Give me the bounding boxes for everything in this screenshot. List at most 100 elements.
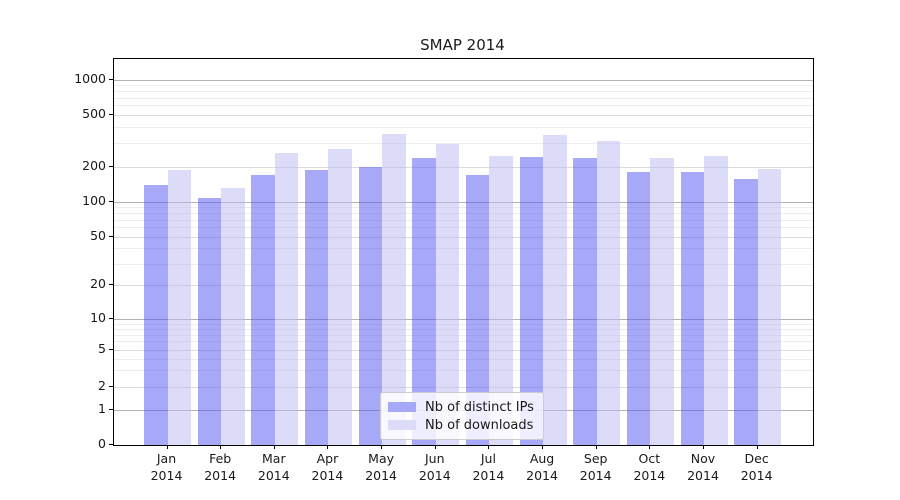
bar-distinct-ips: [734, 179, 758, 445]
gridline-minor: [114, 248, 813, 250]
bar-distinct-ips: [680, 172, 704, 445]
gridline-minor: [114, 91, 813, 93]
y-tick-mark: [109, 408, 113, 410]
x-tick-mark: [327, 445, 329, 449]
legend: Nb of distinct IPs Nb of downloads: [380, 392, 544, 440]
gridline-minor: [114, 127, 813, 129]
bar-downloads: [274, 153, 299, 445]
gridline-major: [114, 80, 813, 81]
x-tick-label: Dec 2014: [740, 451, 773, 483]
gridline-minor: [114, 358, 813, 360]
gridline-minor: [114, 370, 813, 372]
gridline-minor: [114, 219, 813, 221]
bar-downloads: [704, 156, 728, 445]
y-tick-mark: [109, 113, 113, 115]
bar-distinct-ips: [573, 157, 597, 445]
gridline-minor: [114, 212, 813, 214]
x-tick-label: Oct 2014: [633, 451, 666, 483]
y-tick-mark: [109, 386, 113, 387]
bar-distinct-ips: [304, 169, 329, 445]
bar-distinct-ips: [412, 157, 436, 445]
bar-distinct-ips: [197, 198, 222, 445]
x-tick-label: Nov 2014: [687, 451, 719, 483]
x-tick-mark: [434, 445, 436, 449]
legend-item-distinct-ips: Nb of distinct IPs: [388, 398, 534, 416]
gridline-minor: [114, 328, 813, 330]
gridline-major: [114, 201, 813, 203]
bar-distinct-ips: [144, 184, 168, 445]
gridline-minor-labeled: [114, 114, 813, 116]
gridline-minor-labeled: [114, 285, 813, 286]
bar-distinct-ips: [465, 174, 490, 445]
y-tick-label: 10: [90, 310, 106, 325]
bar-downloads: [650, 157, 674, 445]
x-tick-label: Aug 2014: [526, 451, 558, 483]
y-tick-label: 20: [90, 276, 106, 291]
x-tick-label: Jul 2014: [472, 451, 505, 483]
y-tick-label: 2: [98, 378, 106, 393]
legend-label-distinct-ips: Nb of distinct IPs: [425, 399, 534, 415]
x-tick-mark: [595, 445, 597, 449]
x-tick-mark: [703, 445, 704, 449]
gridline-minor: [114, 341, 813, 343]
y-tick-mark: [109, 200, 113, 202]
gridline-minor: [114, 334, 813, 336]
bar-downloads: [489, 156, 513, 445]
gridline-minor-labeled: [114, 349, 813, 351]
y-tick-mark: [109, 348, 113, 350]
y-tick-label: 200: [82, 157, 106, 173]
y-tick-label: 0: [98, 436, 106, 451]
legend-item-downloads: Nb of downloads: [388, 416, 534, 434]
x-tick-label: Feb 2014: [204, 451, 237, 483]
y-tick-mark: [109, 318, 113, 319]
y-tick-mark: [109, 79, 113, 80]
y-tick-mark: [109, 165, 113, 167]
bar-downloads: [382, 133, 406, 445]
legend-label-downloads: Nb of downloads: [425, 417, 534, 433]
x-tick-label: Mar 2014: [257, 451, 290, 483]
gridline-minor: [114, 105, 813, 107]
bar-downloads: [435, 143, 460, 445]
bar-downloads: [757, 169, 782, 445]
bar-downloads: [167, 169, 191, 445]
x-tick-mark: [542, 445, 544, 449]
bar-downloads: [543, 134, 567, 445]
x-tick-label: May 2014: [365, 451, 397, 483]
x-tick-label: Jan 2014: [150, 451, 183, 483]
legend-swatch-distinct-ips: [388, 402, 416, 412]
y-tick-mark: [109, 284, 113, 285]
y-tick-mark: [109, 444, 113, 445]
bar-downloads: [328, 149, 352, 445]
gridline-minor: [114, 97, 813, 99]
bar-distinct-ips: [519, 157, 544, 445]
gridline-minor: [114, 143, 813, 145]
bar-distinct-ips: [626, 171, 651, 445]
x-tick-mark: [273, 445, 275, 449]
y-tick-label: 5: [98, 340, 106, 356]
gridline-minor-labeled: [114, 236, 813, 238]
x-tick-mark: [649, 445, 651, 449]
x-tick-mark: [488, 445, 490, 449]
y-tick-label: 1000: [74, 71, 106, 86]
bar-downloads: [221, 188, 245, 445]
y-tick-label: 50: [90, 227, 106, 243]
plot-area: [113, 58, 814, 446]
x-tick-mark: [381, 445, 383, 449]
gridline-minor-labeled: [114, 166, 813, 168]
legend-swatch-downloads: [388, 420, 416, 430]
gridline-minor: [114, 323, 813, 325]
y-tick-label: 100: [82, 192, 106, 208]
x-tick-label: Jun 2014: [418, 451, 451, 483]
gridline-minor-labeled: [114, 387, 813, 388]
gridline-minor: [114, 227, 813, 229]
x-tick-label: Apr 2014: [311, 451, 344, 483]
x-tick-mark: [220, 445, 222, 449]
gridline-minor: [114, 206, 813, 208]
chart-title: SMAP 2014: [420, 36, 505, 54]
x-tick-mark: [756, 445, 758, 449]
gridline-major: [114, 319, 813, 320]
gridline-minor: [114, 263, 813, 265]
x-tick-label: Sep 2014: [579, 451, 612, 483]
bar-distinct-ips: [251, 174, 275, 445]
